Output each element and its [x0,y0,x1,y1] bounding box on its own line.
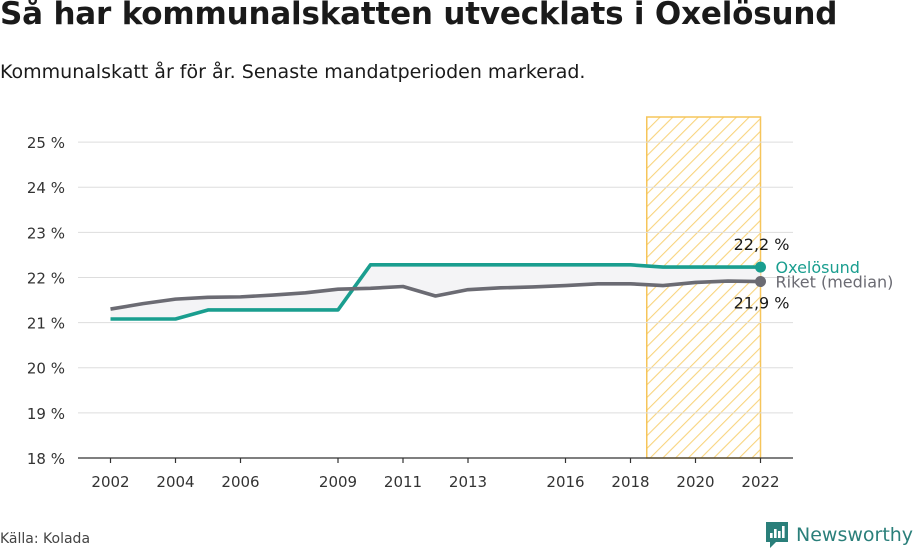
y-tick-label: 23 % [27,224,65,242]
y-tick-label: 20 % [27,360,65,378]
x-tick-label: 2009 [319,473,357,491]
series-label-oxelosund: Oxelösund [776,258,860,277]
value-label-oxelosund: 22,2 % [734,235,790,254]
source-note: Källa: Kolada [0,531,91,547]
x-tick-label: 2011 [384,473,422,491]
x-tick-label: 2006 [221,473,259,491]
chart-subtitle: Kommunalskatt år för år. Senaste mandatp… [0,61,586,83]
newsworthy-logo-text: Newsworthy [796,524,914,546]
x-tick-label: 2022 [741,473,779,491]
highlight-period [646,116,762,459]
newsworthy-logo: Newsworthy [764,520,913,550]
chart-title: Så har kommunalskatten utvecklats i Oxel… [0,0,838,32]
x-tick-label: 2004 [156,473,194,491]
endpoint-oxelosund [755,261,766,273]
x-tick-label: 2018 [611,473,649,491]
y-tick-label: 18 % [27,450,65,468]
x-tick-label: 2020 [676,473,714,491]
line-oxelosund [110,263,761,321]
y-tick-label: 19 % [27,405,65,423]
y-tick-label: 22 % [27,269,65,287]
series-label-riket: Riket (median) [776,273,894,292]
x-tick-label: 2016 [546,473,584,491]
x-tick-label: 2013 [449,473,487,491]
x-tick-label: 2002 [91,473,129,491]
y-tick-label: 25 % [27,134,65,152]
series-gap-fill [110,264,761,319]
value-label-riket: 21,9 % [734,294,790,313]
line-riket [110,279,761,311]
y-tick-label: 21 % [27,315,65,333]
endpoint-riket [755,276,766,288]
newsworthy-logo-icon [766,522,788,548]
y-tick-label: 24 % [27,179,65,197]
